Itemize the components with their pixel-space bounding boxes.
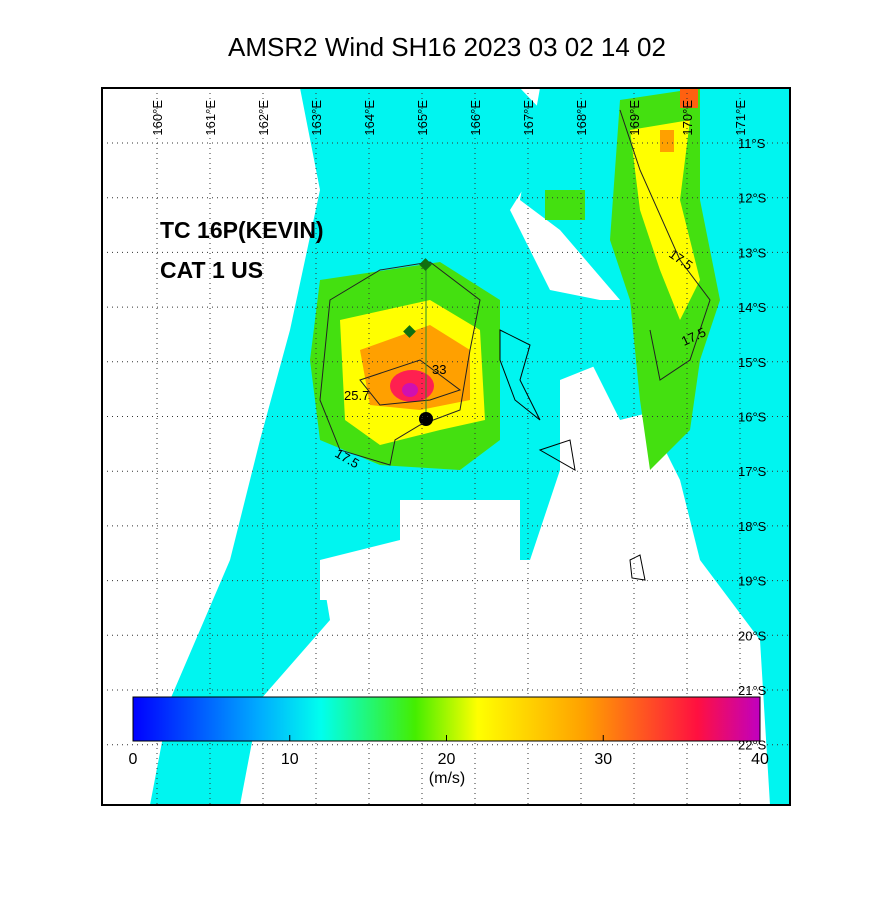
lon-label: 165°E (415, 100, 430, 136)
lon-label: 169°E (627, 100, 642, 136)
colorbar-unit: (m/s) (429, 770, 465, 787)
lon-label: 170°E (680, 100, 695, 136)
lon-label: 163°E (309, 100, 324, 136)
colorbar-tick-label: 20 (438, 751, 456, 768)
colorbar (132, 696, 761, 742)
track-point (419, 258, 432, 271)
contour-label: 25.7 (344, 388, 369, 403)
lat-label: 12°S (738, 191, 767, 206)
lat-label: 18°S (738, 519, 767, 534)
storm-center (419, 412, 433, 426)
lon-label: 162°E (256, 100, 271, 136)
graticule: 160°E 161°E 162°E 163°E 164°E 165°E 166°E 167°E… (102, 88, 790, 805)
lon-label: 167°E (521, 100, 536, 136)
lat-label: 20°S (738, 628, 767, 643)
lat-label: 17°S (738, 464, 767, 479)
storm-label: TC 16P(KEVIN) (160, 217, 324, 243)
lon-label: 161°E (203, 100, 218, 136)
lon-label: 166°E (468, 100, 483, 136)
lat-label: 13°S (738, 245, 767, 260)
colorbar-tick-label: 40 (751, 751, 769, 768)
lat-label: 21°S (738, 683, 767, 698)
colorbar-tick-label: 0 (129, 751, 138, 768)
lat-label: 19°S (738, 574, 767, 589)
lat-label: 15°S (738, 355, 767, 370)
lon-label: 168°E (574, 100, 589, 136)
storm-category: CAT 1 US (160, 257, 263, 283)
lat-label: 14°S (738, 300, 767, 315)
lon-label: 171°E (733, 100, 748, 136)
lon-label: 164°E (362, 100, 377, 136)
lon-label: 160°E (150, 100, 165, 136)
colorbar-tick-label: 30 (594, 751, 612, 768)
track-point (403, 325, 416, 338)
contour-label: 33 (432, 362, 446, 377)
wind-field (150, 88, 790, 805)
colorbar-tick-label: 10 (281, 751, 299, 768)
colorbar-ticks: 0 10 20 30 40 (129, 735, 769, 768)
map-frame (101, 87, 791, 806)
lat-label: 11°S (738, 136, 766, 151)
lat-label: 16°S (738, 410, 767, 425)
map-title: AMSR2 Wind SH16 2023 03 02 14 02 (228, 32, 666, 62)
